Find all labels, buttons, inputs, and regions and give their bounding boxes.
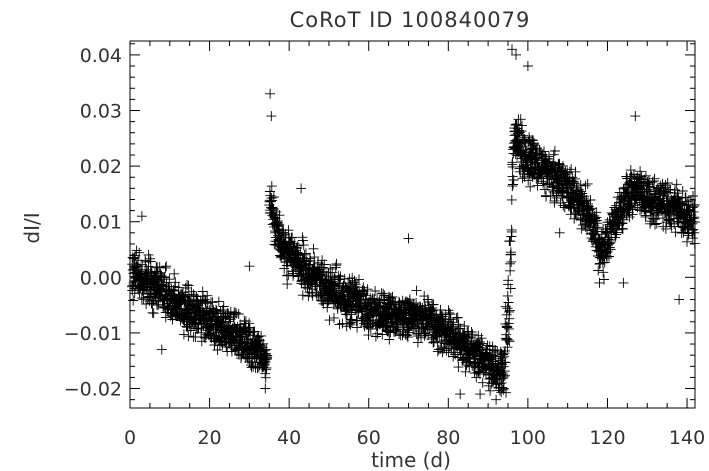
y-tick-label: −0.01 [64,323,122,345]
x-tick-label: 0 [124,427,136,449]
y-tick-label: 0.01 [80,212,122,234]
y-tick-label: 0.04 [80,45,122,67]
y-axis-label: dI/I [20,212,44,243]
plot-frame [129,40,696,409]
y-tick-label: 0.03 [80,101,122,123]
x-axis-label: time (d) [371,448,451,471]
y-tick-label: 0.00 [80,267,122,289]
x-tick-label: 100 [510,427,546,449]
y-tick-label: −0.02 [64,379,122,401]
x-tick-label: 40 [277,427,301,449]
x-tick-label: 140 [669,427,705,449]
scatter-markers [127,44,700,405]
x-tick-label: 60 [357,427,381,449]
x-tick-label: 80 [436,427,460,449]
x-tick-label: 120 [589,427,625,449]
chart-title: CoRoT ID 100840079 [290,8,531,32]
x-tick-label: 20 [197,427,221,449]
y-tick-label: 0.02 [80,156,122,178]
data-points [127,44,700,405]
x-axis-ticks: 0 20 40 60 80 100 120 140 [124,41,705,449]
y-axis-ticks: −0.02 −0.01 0.00 0.01 0.02 0.03 0.04 [64,43,695,401]
